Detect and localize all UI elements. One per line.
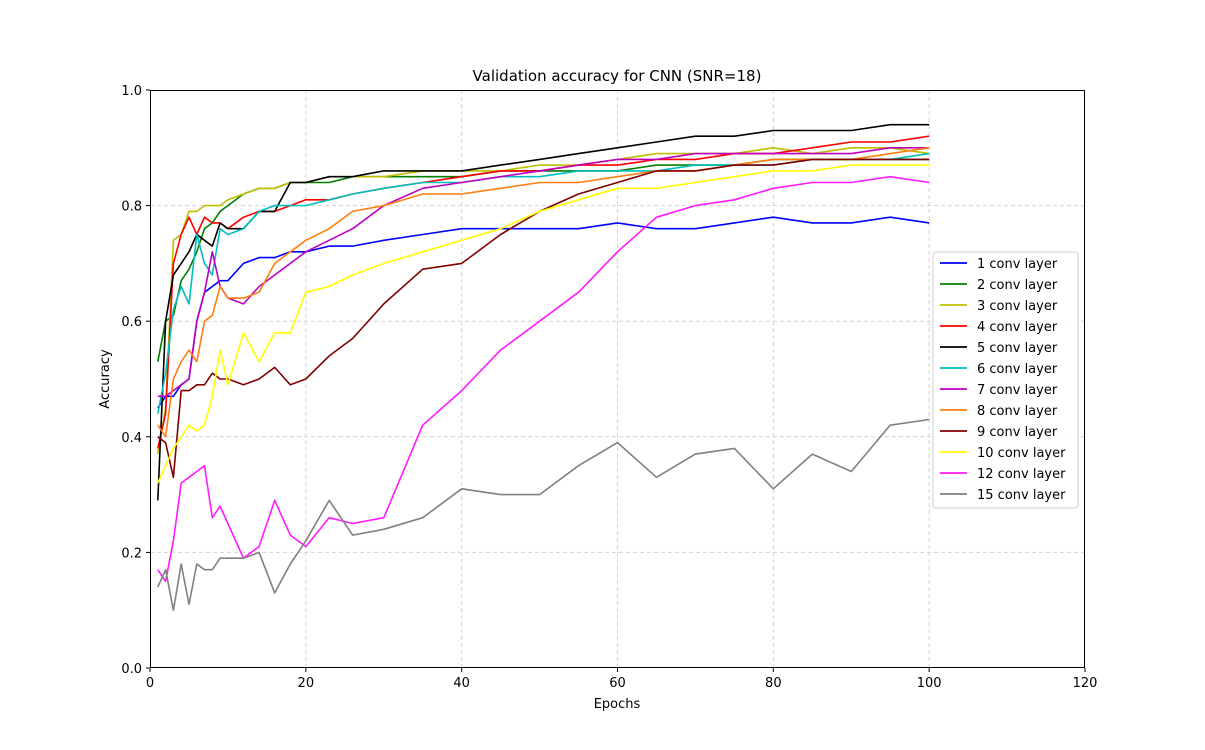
y-tick-label: 0.6 xyxy=(121,315,142,330)
legend-label: 6 conv layer xyxy=(977,362,1058,377)
x-axis-label: Epochs xyxy=(594,697,641,712)
legend-label: 3 conv layer xyxy=(977,299,1058,314)
y-tick-label: 1.0 xyxy=(121,84,142,99)
legend-label: 4 conv layer xyxy=(977,320,1058,335)
legend: 1 conv layer 2 conv layer 3 conv layer 4 co… xyxy=(932,251,1079,509)
legend-label: 10 conv layer xyxy=(977,446,1066,461)
legend-label: 1 conv layer xyxy=(977,257,1058,272)
series-line-9 xyxy=(157,158,930,479)
x-tick-label: 100 xyxy=(917,676,942,691)
x-axis: 0 20 40 60 80 100 120 xyxy=(146,668,1098,691)
legend-label: 2 conv layer xyxy=(977,278,1058,293)
series-line-6 xyxy=(157,152,930,414)
x-tick-label: 120 xyxy=(1073,676,1098,691)
series-line-7 xyxy=(157,147,930,398)
series-line-5 xyxy=(157,123,930,501)
series-line-11 xyxy=(157,175,930,583)
x-tick-label: 60 xyxy=(609,676,626,691)
legend-label: 15 conv layer xyxy=(977,488,1066,503)
x-tick-label: 80 xyxy=(765,676,782,691)
legend-label: 7 conv layer xyxy=(977,383,1058,398)
x-tick-label: 20 xyxy=(298,676,315,691)
y-tick-label: 0.8 xyxy=(121,200,142,215)
legend-box xyxy=(932,251,1079,509)
y-tick-label: 0.4 xyxy=(121,431,142,446)
series-line-12 xyxy=(157,418,930,612)
legend-label: 8 conv layer xyxy=(977,404,1058,419)
chart-title: Validation accuracy for CNN (SNR=18) xyxy=(473,67,762,85)
legend-label: 12 conv layer xyxy=(977,467,1066,482)
x-tick-label: 0 xyxy=(146,676,154,691)
x-tick-label: 40 xyxy=(453,676,470,691)
y-axis-label: Accuracy xyxy=(98,349,113,409)
y-tick-label: 0.2 xyxy=(121,546,142,561)
y-axis: 0.0 0.2 0.4 0.6 0.8 1.0 xyxy=(121,84,150,677)
legend-label: 5 conv layer xyxy=(977,341,1058,356)
plot-frame xyxy=(150,90,1085,668)
y-tick-label: 0.0 xyxy=(121,662,142,677)
series-line-10 xyxy=(157,164,930,484)
series-lines xyxy=(157,123,930,612)
legend-label: 9 conv layer xyxy=(977,425,1058,440)
